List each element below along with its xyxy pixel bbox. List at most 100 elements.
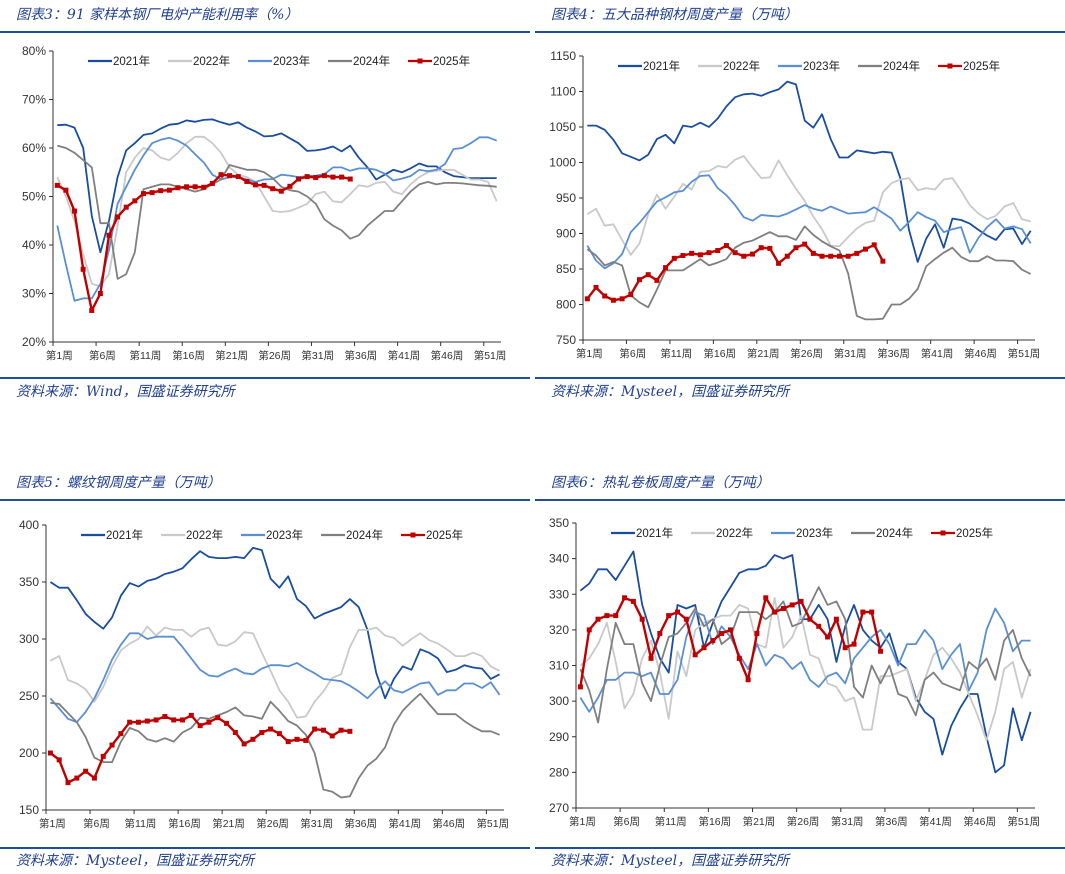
data-point: [294, 736, 300, 742]
data-point: [184, 184, 190, 190]
data-point: [860, 609, 866, 615]
y-tick-label: 70%: [22, 93, 46, 107]
data-point: [303, 737, 309, 743]
x-tick-label: 第36周: [877, 347, 910, 360]
title-divider: [535, 31, 1065, 33]
data-point: [115, 214, 121, 220]
x-tick-label: 第16周: [168, 817, 201, 830]
y-tick-label: 200: [19, 746, 39, 760]
series-line-2024: [586, 225, 1032, 321]
line-chart: 750 800 850 900 950 1000 1050 1100 1150 第1周 第6周 第11…: [549, 49, 1040, 360]
data-point: [789, 602, 795, 608]
data-point: [162, 714, 168, 720]
x-tick-label: 第11周: [660, 347, 692, 360]
data-point: [675, 609, 681, 615]
source-note: 资料来源：Wind，国盛证券研究所: [16, 384, 235, 400]
line-chart: 150 200 250 300 350 400 第1周 第6周 第11周 第16周 第21周 第26周…: [19, 518, 509, 830]
legend-label: 2024年: [353, 54, 390, 68]
data-point: [741, 253, 747, 259]
y-tick-label: 50%: [22, 190, 46, 204]
y-tick-label: 40%: [22, 238, 46, 252]
data-point: [851, 641, 857, 647]
data-point: [825, 634, 831, 640]
source-note: 资料来源：Mysteel，国盛证券研究所: [16, 853, 255, 869]
data-point: [880, 258, 886, 264]
chart-panel-rebar-output: 图表5：螺纹钢周度产量（万吨） 150 200 250 300 350 400 第1周 第6周…: [0, 465, 530, 874]
x-tick-label: 第46周: [432, 817, 465, 830]
x-tick-label: 第26周: [258, 349, 291, 362]
data-point: [339, 174, 345, 180]
data-point: [149, 190, 155, 196]
series-line-2022: [49, 625, 501, 719]
data-point: [723, 243, 729, 249]
legend-label: 2021年: [106, 528, 143, 542]
x-tick-label: 第46周: [964, 347, 997, 360]
data-point: [232, 729, 238, 735]
x-tick-label: 第41周: [921, 347, 954, 360]
y-tick-label: 850: [556, 262, 576, 276]
data-point: [854, 250, 860, 256]
data-point: [330, 174, 336, 180]
y-tick-label: 340: [549, 552, 569, 566]
legend-label: 2022年: [186, 528, 223, 542]
data-point: [715, 248, 721, 254]
y-tick-label: 150: [19, 803, 39, 817]
y-tick-label: 320: [549, 623, 569, 637]
legend-label: 2021年: [643, 59, 680, 73]
legend-marker: [940, 530, 946, 536]
chart-panel-hrc-output: 图表6：热轧卷板周度产量（万吨） 270 280 290 300 310 320 330 34…: [535, 465, 1065, 874]
data-point: [250, 736, 256, 742]
chart-title: 图表4：五大品种钢材周度产量（万吨）: [551, 7, 798, 23]
data-point: [772, 609, 778, 615]
data-point: [153, 717, 159, 723]
series-line-2021: [587, 80, 1032, 263]
chart-title: 图表5：螺纹钢周度产量（万吨）: [16, 475, 221, 491]
y-tick-label: 1050: [549, 120, 576, 134]
data-point: [736, 655, 742, 661]
data-point: [140, 191, 146, 197]
x-tick-label: 第26周: [787, 815, 820, 828]
data-point: [123, 204, 129, 210]
data-point: [218, 172, 224, 178]
data-point: [697, 252, 703, 258]
data-point: [710, 638, 716, 644]
x-tick-label: 第6周: [613, 815, 640, 828]
data-point: [83, 768, 89, 774]
y-tick-label: 60%: [22, 141, 46, 155]
data-point: [878, 648, 884, 654]
data-point: [654, 277, 660, 283]
series-line-2024: [579, 586, 1032, 724]
data-point: [602, 293, 608, 299]
data-point: [304, 174, 310, 180]
series-line-2022: [586, 155, 1031, 256]
x-tick-label: 第16周: [703, 347, 736, 360]
data-point: [268, 726, 274, 732]
data-point: [663, 265, 669, 271]
x-tick-label: 第31周: [834, 347, 867, 360]
legend-label: 2022年: [723, 59, 760, 73]
data-point: [197, 723, 203, 729]
data-point: [241, 741, 247, 747]
legend-label: 2023年: [266, 528, 303, 542]
data-point: [171, 717, 177, 723]
data-point: [287, 183, 293, 189]
data-point: [89, 307, 95, 313]
data-point: [763, 595, 769, 601]
y-tick-label: 400: [19, 518, 39, 532]
data-point: [613, 613, 619, 619]
data-point: [593, 284, 599, 290]
data-point: [610, 297, 616, 303]
series-line-2022: [579, 596, 1032, 742]
data-point: [329, 733, 335, 739]
y-tick-label: 800: [556, 298, 576, 312]
data-point: [206, 719, 212, 725]
x-tick-label: 第6周: [89, 349, 116, 362]
data-point: [628, 292, 634, 298]
data-point: [270, 186, 276, 192]
legend-label: 2024年: [883, 59, 920, 73]
y-tick-label: 290: [549, 730, 569, 744]
data-point: [259, 729, 265, 735]
data-point: [158, 188, 164, 194]
data-point: [201, 184, 207, 190]
data-point: [54, 182, 60, 188]
